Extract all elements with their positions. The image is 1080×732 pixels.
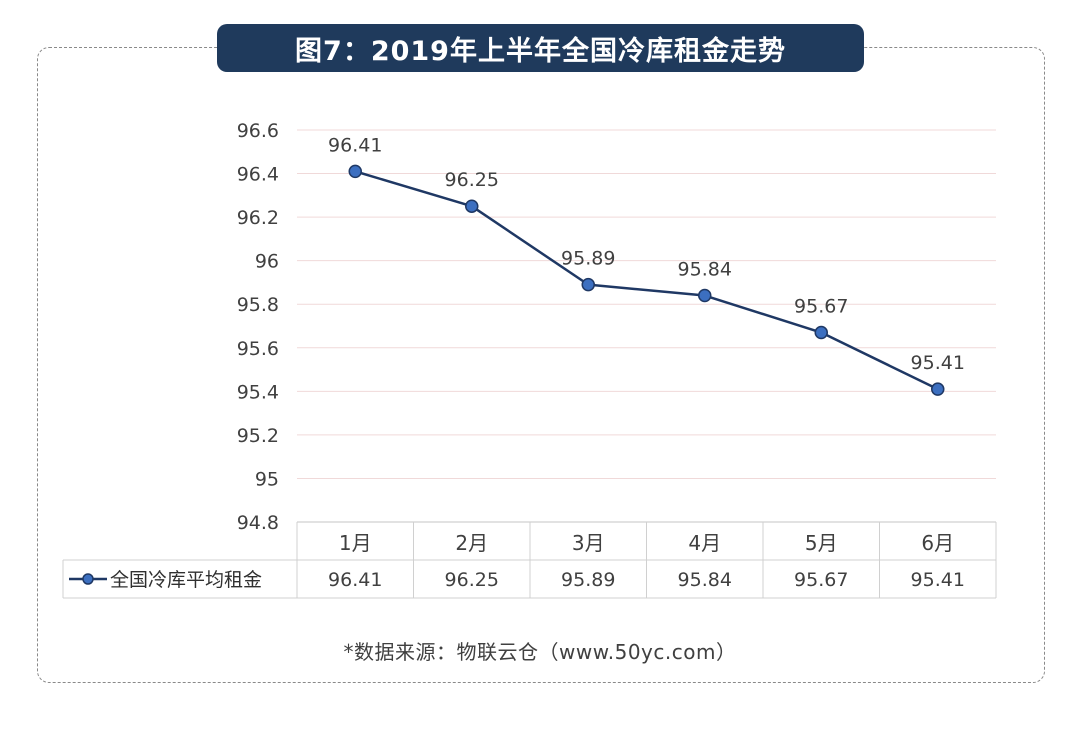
y-tick-label: 95.4 <box>237 381 279 403</box>
table-value: 95.89 <box>561 569 615 591</box>
y-tick-label: 95 <box>255 468 279 490</box>
table-value: 96.25 <box>445 569 499 591</box>
x-tick-label: 3月 <box>572 531 605 555</box>
data-label: 95.41 <box>911 352 965 374</box>
data-point <box>348 164 362 179</box>
x-tick-label: 6月 <box>921 531 954 555</box>
data-label: 95.84 <box>678 259 732 281</box>
data-point <box>465 199 479 213</box>
data-label: 95.89 <box>561 248 615 270</box>
x-tick-label: 4月 <box>688 531 721 555</box>
table-value: 95.41 <box>911 569 965 591</box>
data-point <box>814 325 828 340</box>
x-tick-label: 1月 <box>339 531 372 555</box>
table-value: 96.41 <box>328 569 382 591</box>
data-source: *数据来源：物联云仓（www.50yc.com） <box>343 640 737 664</box>
data-label: 96.25 <box>445 169 499 191</box>
y-tick-label: 95.6 <box>237 338 279 360</box>
y-tick-label: 96 <box>255 251 279 273</box>
x-tick-label: 2月 <box>455 531 488 555</box>
legend-marker <box>82 573 94 585</box>
data-point <box>931 382 945 396</box>
y-tick-label: 96.6 <box>237 120 279 142</box>
data-point <box>698 288 712 303</box>
y-tick-label: 96.2 <box>237 207 279 229</box>
data-point <box>581 277 595 292</box>
x-tick-label: 5月 <box>805 531 838 555</box>
y-tick-label: 95.2 <box>237 425 279 447</box>
table-value: 95.84 <box>678 569 732 591</box>
data-label: 95.67 <box>794 296 848 318</box>
legend-label: 全国冷库平均租金 <box>110 569 262 591</box>
y-tick-label: 95.8 <box>237 294 279 316</box>
series-line <box>354 170 939 391</box>
y-tick-label: 94.8 <box>237 512 279 534</box>
y-tick-label: 96.4 <box>237 164 279 186</box>
table-value: 95.67 <box>794 569 848 591</box>
chart-title: 图7：2019年上半年全国冷库租金走势 <box>217 24 864 72</box>
data-label: 96.41 <box>328 134 382 156</box>
